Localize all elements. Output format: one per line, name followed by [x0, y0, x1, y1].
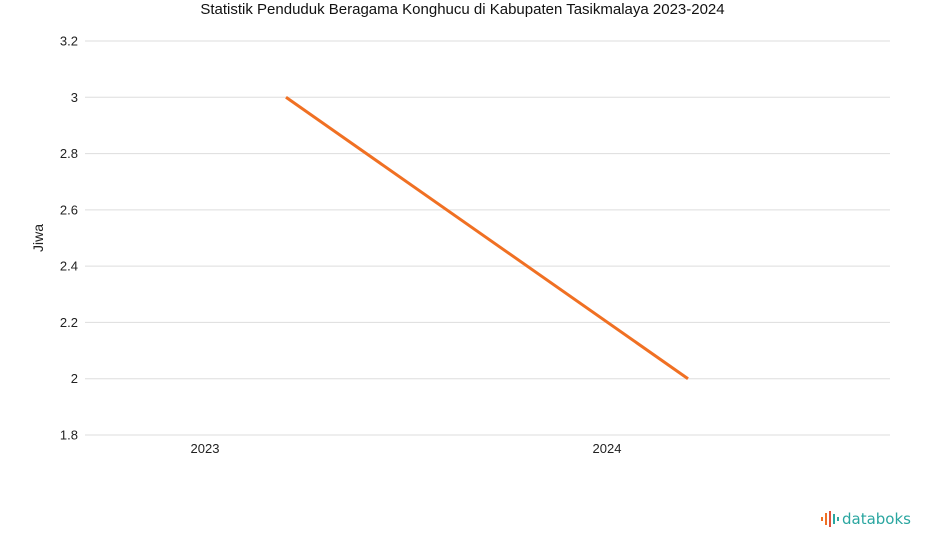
y-tick-label: 2.2	[60, 315, 78, 330]
series-line	[285, 96, 689, 380]
brand-name: databoks	[842, 510, 911, 528]
y-tick-label: 2	[71, 371, 78, 386]
x-tick-label: 2023	[191, 441, 220, 456]
x-tick-label: 2024	[593, 441, 622, 456]
x-axis-ticks: 2023 2024	[191, 441, 622, 456]
y-tick-label: 2.8	[60, 146, 78, 161]
y-tick-label: 2.4	[60, 259, 78, 274]
y-tick-label: 1.8	[60, 428, 78, 443]
series-lines	[285, 96, 689, 380]
databoks-logo-icon	[821, 511, 839, 527]
y-tick-label: 3.2	[60, 34, 78, 49]
y-axis-ticks: 1.8 2 2.2 2.4 2.6 2.8 3 3.2	[60, 34, 78, 443]
y-tick-label: 2.6	[60, 202, 78, 217]
y-tick-label: 3	[71, 90, 78, 105]
gridlines	[85, 40, 890, 436]
y-axis-label: Jiwa	[30, 224, 46, 252]
databoks-logo[interactable]: databoks	[821, 510, 911, 528]
chart-title: Statistik Penduduk Beragama Konghucu di …	[200, 1, 725, 18]
